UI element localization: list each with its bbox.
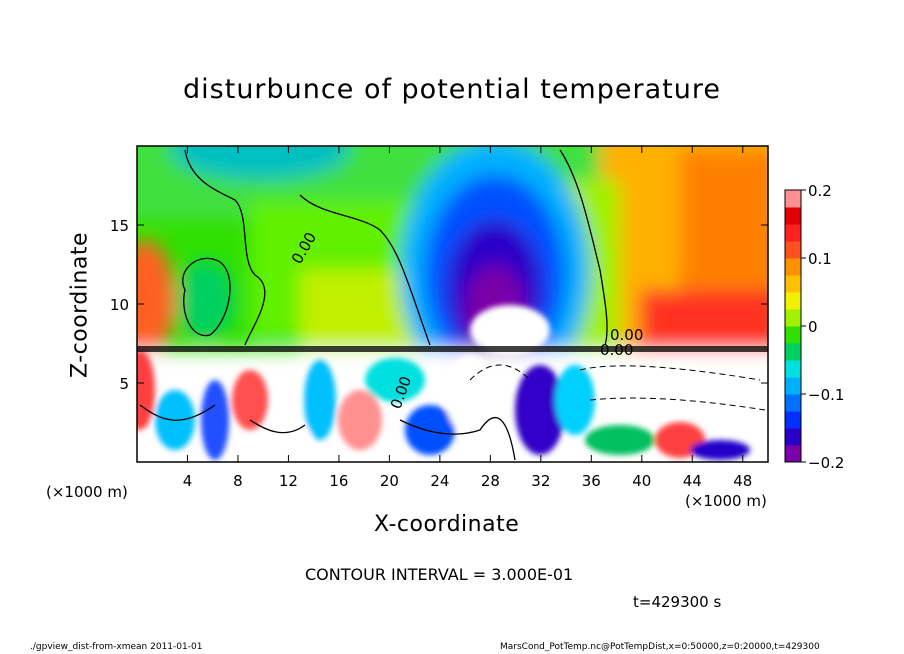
colorbar-tick-label: 0.1: [808, 250, 832, 268]
colorbar-swatch: [785, 292, 801, 310]
colorbar-tick-label: 0.2: [808, 182, 832, 200]
colorbar-swatch: [785, 258, 801, 276]
heatmap-field: [137, 146, 768, 462]
colorbar-swatch: [785, 377, 801, 395]
x-axis-unit-right: (×1000 m): [685, 492, 767, 510]
colorbar-swatch: [785, 445, 801, 463]
x-tick-label: 40: [632, 472, 651, 490]
colorbar-tick-label: 0: [808, 318, 818, 336]
colorbar-swatch: [785, 207, 801, 225]
x-tick-label: 8: [233, 472, 243, 490]
y-tick-label: 5: [119, 375, 129, 393]
y-axis: 5 10 15: [110, 217, 768, 393]
time-note: t=429300 s: [633, 593, 722, 611]
colorbar-swatch: [785, 360, 801, 378]
colorbar-tick-label: −0.2: [808, 454, 844, 472]
x-tick-label: 16: [329, 472, 348, 490]
colorbar-swatch: [785, 394, 801, 412]
y-axis-label: Z-coordinate: [67, 232, 93, 378]
x-tick-label: 24: [430, 472, 449, 490]
y-tick-label: 10: [110, 296, 129, 314]
contour-interval-note: CONTOUR INTERVAL = 3.000E-01: [305, 565, 574, 584]
chart-title: disturbunce of potential temperature: [183, 74, 721, 105]
colorbar-swatch: [785, 309, 801, 327]
contour-label: 0.00: [600, 341, 633, 359]
colorbar-swatch: [785, 224, 801, 242]
colorbar-tick-label: −0.1: [808, 386, 844, 404]
colorbar-swatch: [785, 190, 801, 208]
colorbar-swatch: [785, 326, 801, 344]
x-tick-label: 32: [531, 472, 550, 490]
colorbar: 0.2 0.1 0 −0.1 −0.2: [784, 182, 844, 472]
x-axis: 4 8 12 16 20 24 28 32 36 40 44 48: [183, 146, 752, 490]
x-tick-label: 48: [733, 472, 752, 490]
y-tick-label: 15: [110, 217, 129, 235]
colorbar-swatch: [785, 241, 801, 259]
colorbar-swatch: [785, 428, 801, 446]
x-axis-label: X-coordinate: [374, 512, 520, 537]
x-axis-unit-left: (×1000 m): [46, 483, 128, 501]
contour-label: 0.00: [610, 326, 643, 344]
colorbar-swatch: [785, 411, 801, 429]
x-tick-label: 28: [481, 472, 500, 490]
footer-right: MarsCond_PotTemp.nc@PotTempDist,x=0:5000…: [500, 642, 820, 652]
x-tick-label: 44: [683, 472, 702, 490]
x-tick-label: 12: [279, 472, 298, 490]
x-tick-label: 20: [380, 472, 399, 490]
footer-left: ./gpview_dist-from-xmean 2011-01-01: [30, 642, 203, 652]
colorbar-swatch: [785, 275, 801, 293]
x-tick-label: 36: [582, 472, 601, 490]
colorbar-swatch: [785, 343, 801, 361]
x-tick-label: 4: [183, 472, 193, 490]
